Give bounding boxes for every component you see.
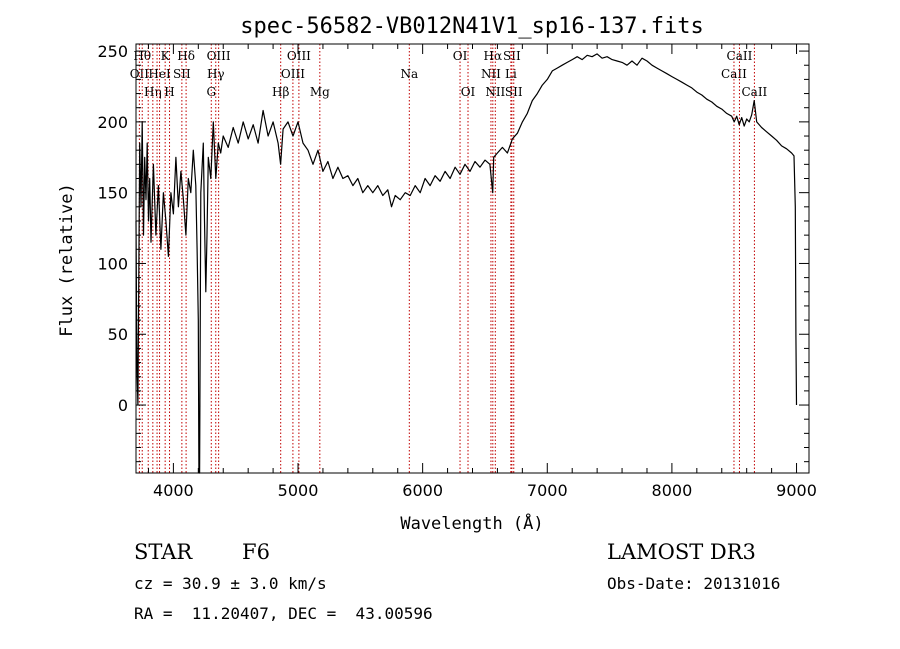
line-marker-label: OIII — [287, 49, 311, 63]
x-tick-label: 9000 — [776, 481, 817, 500]
line-marker-label: OII — [130, 67, 150, 81]
y-tick-label: 200 — [97, 113, 128, 132]
line-marker-label: CaII — [727, 49, 753, 63]
x-tick-label: 4000 — [153, 481, 194, 500]
y-tick-label: 100 — [97, 254, 128, 273]
line-marker-label: CaII — [721, 67, 747, 81]
line-marker-label: K — [161, 49, 171, 63]
line-markers: OII Hθ Hη HeI K H SII Hδ G Hγ OIII Hβ OIII OIII Mg Na OI… — [130, 44, 768, 473]
line-marker-label: SII — [173, 67, 191, 81]
line-marker-label: Hθ — [133, 49, 151, 63]
redshift-value: cz = 30.9 ± 3.0 km/s — [134, 574, 327, 593]
series-flux — [135, 53, 798, 474]
x-tick-label: 8000 — [652, 481, 693, 500]
x-tick-label: 7000 — [527, 481, 568, 500]
line-marker-label: G — [206, 85, 216, 99]
series-layer — [135, 53, 798, 474]
line-marker-label: Na — [400, 67, 418, 81]
line-marker-label: NII — [481, 67, 501, 81]
line-marker-label: Hδ — [177, 49, 195, 63]
y-tick-label: 250 — [97, 42, 128, 61]
object-subclass: F6 — [242, 540, 270, 564]
line-marker-label: Hη — [144, 85, 162, 99]
line-marker-label: OIII — [207, 49, 231, 63]
x-tick-label: 6000 — [402, 481, 443, 500]
axis-ticks: 4000 5000 6000 7000 8000 9000 0 50 100 150 200 250 — [97, 42, 816, 500]
object-class: STAR — [134, 540, 193, 564]
line-marker-label: Mg — [310, 85, 330, 99]
x-axis-label: Wavelength (Å) — [400, 512, 543, 534]
line-marker-label: Hα — [484, 49, 503, 63]
line-marker-label: Hγ — [207, 67, 225, 81]
line-marker-label: Hβ — [272, 85, 289, 99]
line-marker-label: SII — [503, 49, 521, 63]
line-marker-label: NII — [485, 85, 505, 99]
line-marker-label: H — [164, 85, 174, 99]
coordinates: RA = 11.20407, DEC = 43.00596 — [134, 604, 433, 623]
x-tick-label: 5000 — [278, 481, 319, 500]
y-tick-label: 0 — [118, 396, 128, 415]
y-tick-label: 150 — [97, 184, 128, 203]
line-marker-label: SII — [505, 85, 523, 99]
line-marker-label: CaII — [741, 85, 767, 99]
line-marker-label: OI — [461, 85, 476, 99]
chart-title: spec-56582-VB012N41V1_sp16-137.fits — [240, 14, 704, 39]
plot-frame — [135, 43, 810, 474]
line-marker-label: Li — [505, 67, 517, 81]
line-marker-label: HeI — [148, 67, 171, 81]
line-marker-label: OIII — [281, 67, 305, 81]
y-axis-label: Flux (relative) — [57, 183, 77, 337]
line-marker-label: OI — [453, 49, 468, 63]
y-tick-label: 50 — [108, 325, 128, 344]
obs-date: Obs-Date: 20131016 — [607, 574, 781, 593]
survey-name: LAMOST DR3 — [607, 540, 756, 564]
